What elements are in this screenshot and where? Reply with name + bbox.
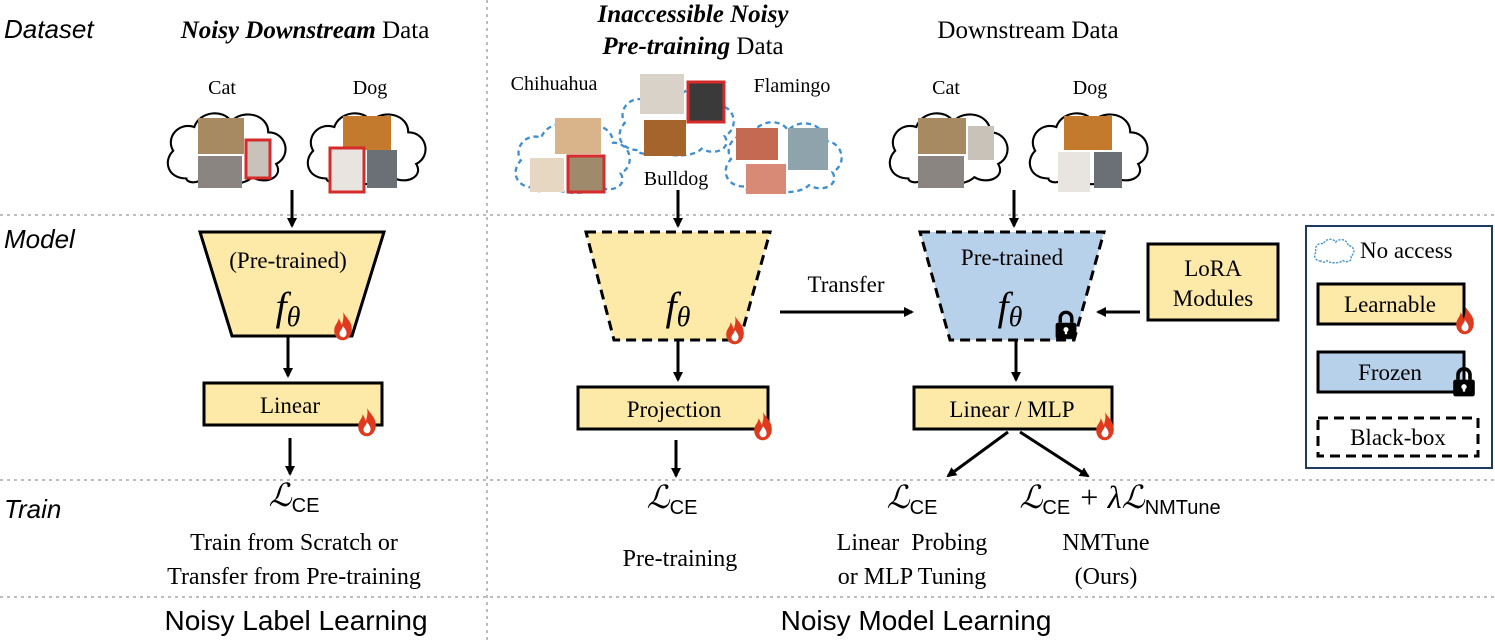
right-loss-2: ℒCE + λℒNMTune bbox=[1019, 479, 1220, 519]
image-thumbnail-icon bbox=[244, 138, 272, 180]
image-thumbnail-icon bbox=[198, 118, 244, 154]
image-thumbnail-icon bbox=[530, 158, 564, 192]
left-head-label: Linear bbox=[260, 393, 320, 418]
right-head-box bbox=[912, 385, 1114, 431]
image-thumbnail-icon bbox=[686, 80, 726, 124]
left-cat-label: Cat bbox=[208, 77, 236, 99]
left-footer: Noisy Label Learning bbox=[164, 605, 427, 636]
row-label-train: Train bbox=[4, 494, 61, 524]
image-thumbnail-icon bbox=[746, 164, 786, 194]
left-train-line-2: Transfer from Pre-training bbox=[167, 564, 421, 590]
lora-label-line-2: Modules bbox=[1173, 286, 1254, 311]
image-thumbnail-icon bbox=[644, 120, 686, 156]
image-thumbnail-icon bbox=[968, 126, 994, 160]
image-thumbnail-icon bbox=[198, 156, 242, 188]
right-loss-2-line-1: NMTune bbox=[1062, 530, 1149, 556]
right-arrow-head-to-loss-2 bbox=[1019, 430, 1090, 478]
left-dog-label: Dog bbox=[353, 77, 387, 99]
image-thumbnail-icon bbox=[918, 118, 966, 154]
right-head-label: Linear / MLP bbox=[949, 397, 1074, 422]
right-panel: Downstream Data Cat Dog Pre-trained fθ L… bbox=[781, 17, 1280, 636]
left-head-box bbox=[202, 381, 384, 427]
middle-chihuahua-label: Chihuahua bbox=[511, 73, 598, 95]
image-thumbnail-icon bbox=[555, 118, 601, 154]
image-thumbnail-icon bbox=[788, 128, 828, 170]
row-label-model: Model bbox=[4, 224, 76, 254]
bulldog-images bbox=[640, 74, 726, 156]
image-thumbnail-icon bbox=[367, 150, 397, 188]
right-loss-1: ℒCE bbox=[887, 479, 938, 519]
left-panel: Noisy Downstream Data Cat Dog (Pre-train… bbox=[164, 17, 429, 636]
right-dataset-title: Downstream Data bbox=[937, 17, 1118, 44]
right-loss-1-line-1: Linear Probing bbox=[837, 530, 988, 556]
image-thumbnail-icon bbox=[736, 128, 778, 160]
left-cat-images bbox=[198, 118, 272, 188]
middle-head-label: Projection bbox=[627, 397, 722, 422]
image-thumbnail-icon bbox=[343, 116, 391, 150]
right-model-label: Pre-trained bbox=[961, 245, 1064, 270]
middle-dataset-title-2: Pre-training Data bbox=[601, 33, 783, 60]
image-thumbnail-icon bbox=[1094, 152, 1122, 188]
middle-dataset-title-1: Inaccessible Noisy bbox=[597, 1, 790, 28]
middle-loss: ℒCE bbox=[647, 479, 698, 519]
image-thumbnail-icon bbox=[1058, 152, 1090, 192]
image-thumbnail-icon bbox=[328, 146, 366, 194]
middle-train-label: Pre-training bbox=[623, 546, 738, 572]
legend-blackbox-swatch bbox=[1316, 416, 1480, 458]
legend-no-access: No access bbox=[1360, 238, 1453, 263]
left-loss: ℒCE bbox=[269, 477, 320, 517]
right-cat-label: Cat bbox=[932, 77, 960, 99]
right-loss-2-line-2: (Ours) bbox=[1075, 564, 1138, 590]
right-model-trapezoid bbox=[918, 230, 1106, 342]
image-thumbnail-icon bbox=[566, 154, 606, 194]
right-arrow-head-to-loss-1 bbox=[946, 430, 1009, 478]
left-model-trapezoid bbox=[197, 230, 387, 338]
right-footer: Noisy Model Learning bbox=[781, 605, 1052, 636]
middle-bulldog-label: Bulldog bbox=[644, 168, 708, 190]
right-dog-label: Dog bbox=[1073, 77, 1107, 99]
legend-frozen: Frozen bbox=[1358, 360, 1422, 385]
middle-flamingo-label: Flamingo bbox=[754, 75, 831, 97]
left-dog-images bbox=[328, 116, 397, 194]
lora-label-line-1: LoRA bbox=[1184, 256, 1242, 281]
middle-panel: Inaccessible Noisy Pre-training Data Chi… bbox=[511, 1, 914, 572]
legend-frozen-swatch bbox=[1316, 350, 1466, 394]
legend-learnable: Learnable bbox=[1344, 292, 1436, 317]
right-dog-images bbox=[1058, 116, 1122, 192]
middle-transfer-label: Transfer bbox=[807, 272, 884, 297]
image-thumbnail-icon bbox=[640, 74, 684, 114]
flamingo-images bbox=[736, 128, 828, 194]
lora-box bbox=[1146, 242, 1280, 322]
right-cat-images bbox=[918, 118, 994, 188]
left-dataset-title: Noisy Downstream Data bbox=[180, 17, 430, 44]
chihuahua-images bbox=[530, 118, 606, 194]
image-thumbnail-icon bbox=[1064, 116, 1112, 150]
legend: No access Learnable Frozen Black-box bbox=[1305, 225, 1493, 469]
row-label-dataset: Dataset bbox=[4, 14, 95, 44]
legend-learnable-swatch bbox=[1316, 282, 1466, 326]
middle-head-box bbox=[576, 385, 770, 431]
legend-blackbox: Black-box bbox=[1350, 425, 1446, 450]
left-model-label: (Pre-trained) bbox=[229, 248, 347, 273]
image-thumbnail-icon bbox=[918, 156, 964, 188]
right-loss-1-line-2: or MLP Tuning bbox=[838, 564, 987, 590]
left-train-line-1: Train from Scratch or bbox=[190, 530, 398, 556]
